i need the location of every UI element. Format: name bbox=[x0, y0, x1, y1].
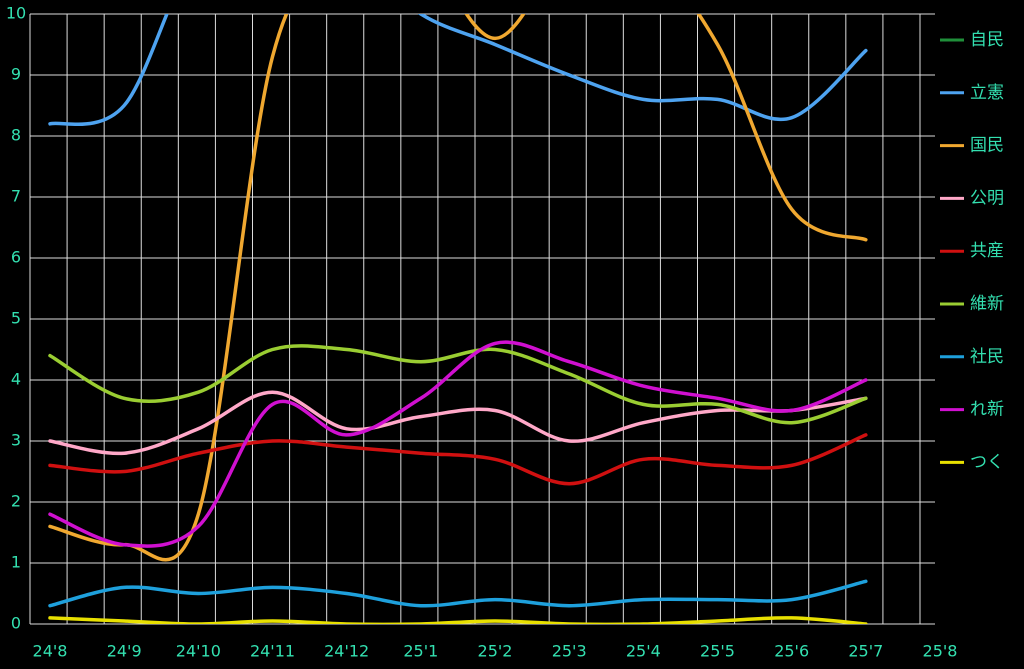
legend-label: 自民 bbox=[970, 30, 1004, 50]
series-line bbox=[48, 340, 868, 548]
x-tick-label: 24'11 bbox=[250, 642, 295, 661]
series-line bbox=[48, 390, 868, 456]
x-tick-label: 25'5 bbox=[700, 642, 735, 661]
legend-label: 共産 bbox=[970, 241, 1004, 261]
y-tick-label: 8 bbox=[11, 126, 21, 145]
legend-label: れ新 bbox=[970, 400, 1004, 420]
y-tick-label: 1 bbox=[11, 553, 21, 572]
series-line bbox=[48, 14, 868, 126]
lines bbox=[48, 14, 868, 624]
series-line bbox=[48, 14, 868, 562]
y-tick-label: 4 bbox=[11, 370, 21, 389]
x-tick-label: 25'7 bbox=[848, 642, 883, 661]
x-tick-label: 25'3 bbox=[552, 642, 587, 661]
x-tick-label: 24'12 bbox=[324, 642, 369, 661]
x-tick-label: 24'8 bbox=[33, 642, 68, 661]
y-tick-label: 0 bbox=[11, 614, 21, 633]
labels: 0 1 2 3 4 5 6 7 8 9 10 24'8 24'9 24'10 24'11 24'12 25'1 2… bbox=[6, 4, 1004, 661]
legend-label: 国民 bbox=[970, 136, 1004, 156]
y-tick-label: 3 bbox=[11, 431, 21, 450]
series-line bbox=[48, 579, 868, 608]
y-tick-label: 2 bbox=[11, 492, 21, 511]
legend-label: 公明 bbox=[970, 188, 1004, 208]
series-line bbox=[48, 616, 868, 624]
x-tick-label: 25'4 bbox=[626, 642, 661, 661]
x-tick-label: 24'10 bbox=[176, 642, 221, 661]
y-tick-label: 10 bbox=[6, 4, 26, 23]
y-tick-label: 6 bbox=[11, 248, 21, 267]
legend-label: 維新 bbox=[970, 294, 1004, 314]
y-tick-label: 9 bbox=[11, 65, 21, 84]
x-tick-label: 25'1 bbox=[403, 642, 438, 661]
grid bbox=[29, 13, 935, 625]
legend-label: 立憲 bbox=[970, 82, 1004, 103]
legend-label: つく bbox=[970, 452, 1004, 472]
series-line bbox=[48, 433, 868, 486]
series-line bbox=[48, 344, 868, 425]
legend-label: 社民 bbox=[970, 347, 1004, 367]
y-tick-label: 7 bbox=[11, 187, 21, 206]
x-tick-label: 25'6 bbox=[774, 642, 809, 661]
x-tick-label: 24'9 bbox=[107, 642, 142, 661]
y-tick-label: 5 bbox=[11, 309, 21, 328]
x-tick-label: 25'2 bbox=[478, 642, 513, 661]
x-tick-label: 25'8 bbox=[923, 642, 958, 661]
